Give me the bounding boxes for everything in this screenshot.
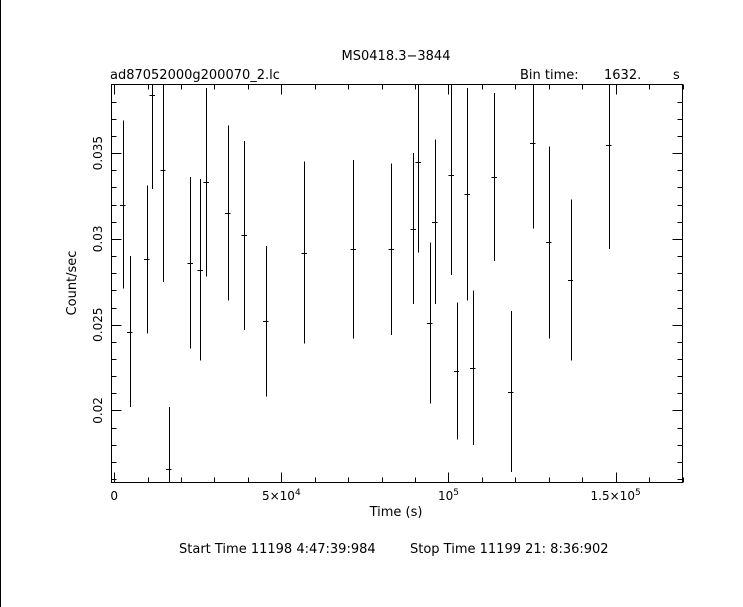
- data-points: [119, 84, 612, 483]
- data-point: [187, 177, 193, 349]
- plot-frame: [111, 84, 683, 483]
- data-point: [350, 159, 356, 339]
- x-tick-label: 5×104: [262, 488, 301, 503]
- x-tick-label: 0: [110, 489, 118, 503]
- data-point: [160, 84, 166, 282]
- data-point: [530, 84, 536, 229]
- data-point: [388, 163, 395, 335]
- start-time: Start Time 11198 4:47:39:984: [179, 542, 376, 557]
- data-point: [149, 84, 156, 190]
- bin-time-label: Bin time:: [520, 68, 579, 83]
- data-point: [470, 290, 476, 445]
- data-point: [241, 141, 247, 330]
- data-point: [144, 185, 150, 334]
- stop-time: Stop Time 11199 21: 8:36:902: [410, 542, 609, 557]
- data-point: [225, 125, 231, 301]
- y-tick-label: 0.025: [91, 307, 105, 341]
- data-point: [165, 407, 172, 483]
- data-point: [301, 161, 308, 344]
- y-tick-label: 0.035: [91, 136, 105, 170]
- x-tick-label-base: 0: [110, 489, 118, 503]
- y-axis-label: Count/sec: [65, 251, 80, 316]
- x-axis-label: Time (s): [369, 505, 423, 520]
- x-axis-ticks: 0 5×104 105 1.5×105: [110, 84, 684, 503]
- x-tick-label-exponent: 5: [635, 488, 641, 498]
- x-tick-label-base: 5×10: [262, 489, 295, 503]
- data-point: [491, 93, 498, 262]
- data-point: [126, 256, 133, 408]
- data-point: [448, 84, 454, 275]
- data-point: [119, 120, 126, 289]
- x-tick-label-exponent: 4: [295, 488, 301, 498]
- bin-time-value: 1632.: [604, 68, 641, 83]
- y-tick-label: 0.02: [91, 397, 105, 424]
- data-point: [410, 153, 416, 305]
- chart-title: MS0418.3−3844: [342, 49, 451, 64]
- x-tick-label-exponent: 5: [453, 488, 459, 498]
- data-point: [546, 146, 552, 339]
- data-point: [415, 84, 422, 253]
- x-tick-label-base: 1.5×10: [591, 489, 635, 503]
- data-point: [567, 199, 574, 361]
- data-point: [507, 310, 514, 473]
- data-point: [197, 178, 204, 361]
- chart-subtitle: ad87052000g200070_2.lc: [110, 68, 280, 83]
- data-point: [427, 242, 433, 404]
- y-axis-ticks: 0.02 0.025 0.03 0.035: [91, 102, 683, 480]
- data-point: [432, 139, 438, 305]
- y-tick-label: 0.03: [91, 226, 105, 253]
- data-point: [605, 84, 612, 250]
- x-tick-label: 105: [438, 488, 459, 503]
- data-point: [453, 302, 460, 440]
- data-point: [263, 245, 269, 397]
- x-tick-label-base: 10: [438, 489, 453, 503]
- x-tick-label: 1.5×105: [591, 488, 641, 503]
- bin-time-unit: s: [673, 68, 680, 83]
- data-point: [464, 87, 470, 301]
- data-point: [203, 87, 209, 277]
